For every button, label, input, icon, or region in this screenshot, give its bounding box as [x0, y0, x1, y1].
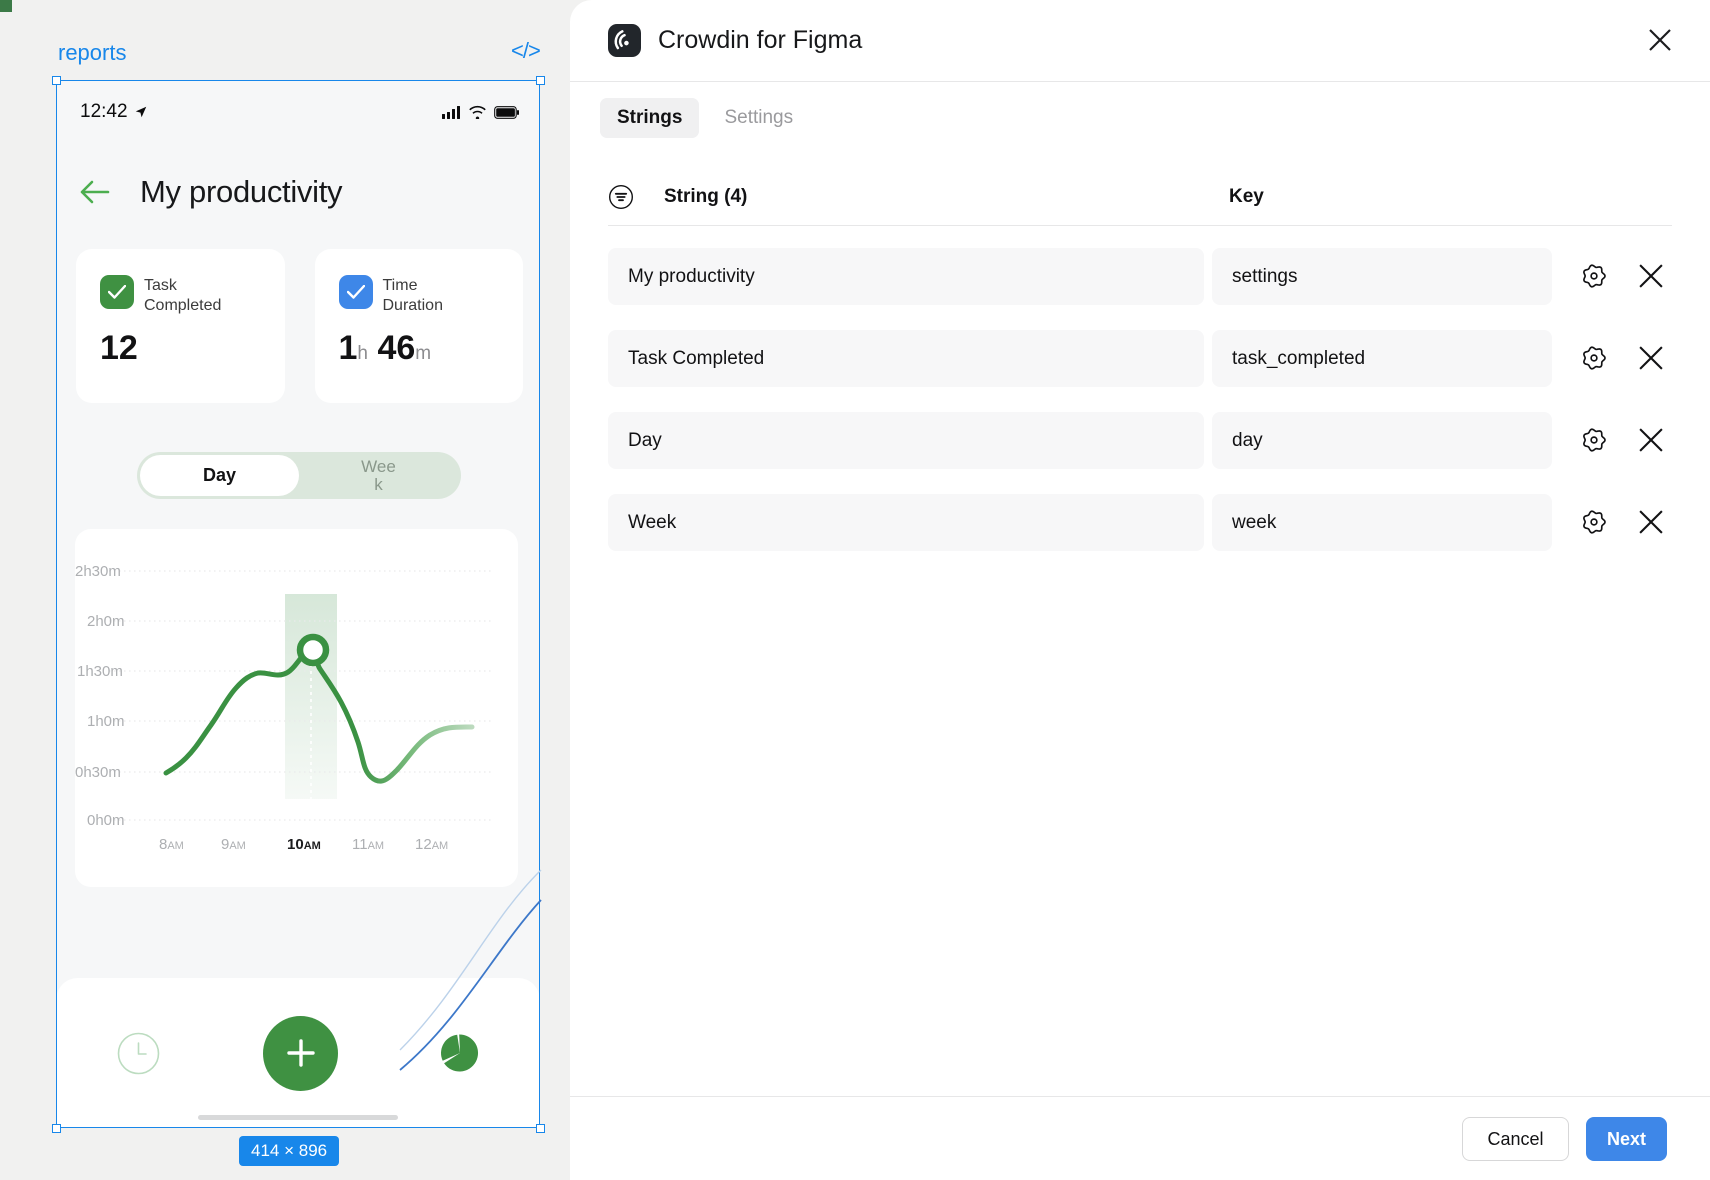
svg-text:1h30m: 1h30m: [77, 663, 123, 680]
svg-text:11AM: 11AM: [352, 836, 384, 853]
svg-text:0h0m: 0h0m: [87, 812, 125, 829]
svg-text:2h30m: 2h30m: [75, 563, 121, 580]
svg-text:0h30m: 0h30m: [75, 764, 121, 781]
svg-text:2h0m: 2h0m: [87, 613, 125, 630]
svg-text:10AM: 10AM: [287, 836, 321, 853]
svg-text:12AM: 12AM: [415, 836, 448, 853]
svg-text:9AM: 9AM: [221, 836, 246, 853]
svg-text:8AM: 8AM: [159, 836, 184, 853]
svg-text:1h0m: 1h0m: [87, 713, 125, 730]
